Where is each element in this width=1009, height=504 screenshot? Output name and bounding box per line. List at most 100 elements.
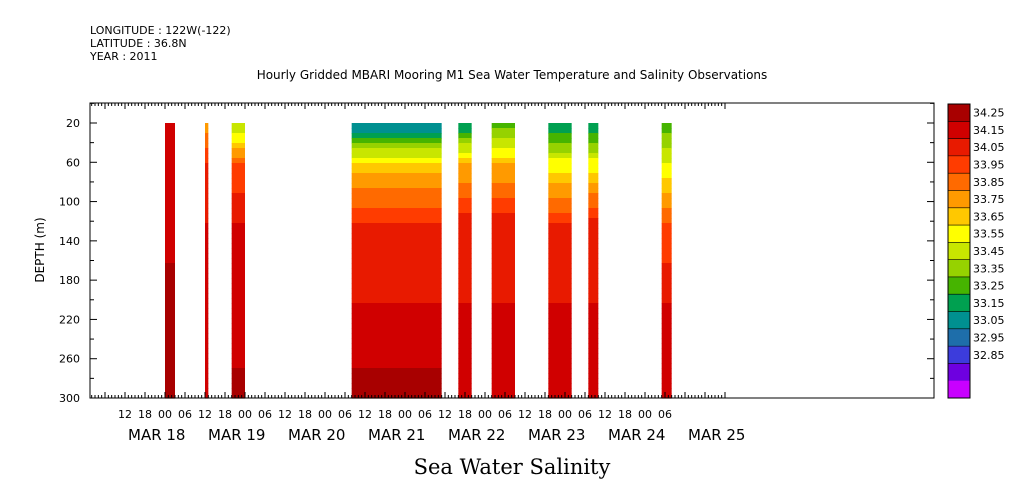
data-cell bbox=[661, 163, 672, 169]
data-cell bbox=[548, 363, 572, 369]
data-cell bbox=[588, 313, 599, 319]
latitude-label: LATITUDE : 36.8N bbox=[90, 37, 187, 50]
data-cell bbox=[351, 173, 442, 179]
data-cell bbox=[458, 123, 472, 129]
data-cell bbox=[351, 123, 442, 129]
data-cell bbox=[205, 393, 209, 399]
data-cell bbox=[231, 178, 245, 184]
data-cell bbox=[231, 333, 245, 339]
data-cell bbox=[491, 188, 515, 194]
data-cell bbox=[458, 318, 472, 324]
data-cell bbox=[491, 138, 515, 144]
data-cell bbox=[491, 133, 515, 139]
data-cell bbox=[351, 153, 442, 159]
data-cell bbox=[491, 293, 515, 299]
data-cell bbox=[548, 373, 572, 379]
data-cell bbox=[458, 178, 472, 184]
data-cell bbox=[165, 138, 175, 144]
x-hour-label: 06 bbox=[338, 408, 352, 421]
data-cell bbox=[661, 363, 672, 369]
data-cell bbox=[548, 198, 572, 204]
x-day-label: MAR 19 bbox=[208, 426, 265, 444]
data-cell bbox=[458, 128, 472, 134]
data-cell bbox=[351, 158, 442, 164]
data-cell bbox=[458, 213, 472, 219]
data-cell bbox=[548, 238, 572, 244]
data-cell bbox=[205, 263, 209, 269]
x-hour-label: 12 bbox=[358, 408, 372, 421]
data-cell bbox=[351, 353, 442, 359]
x-hour-label: 06 bbox=[418, 408, 432, 421]
data-cell bbox=[491, 338, 515, 344]
data-cell bbox=[661, 333, 672, 339]
colorbar-label: 33.15 bbox=[973, 297, 1005, 310]
data-cell bbox=[205, 343, 209, 349]
x-ticks: 12 18 00 06 12 18 00 06 12 18 00 06 12 18 00 06 12 18 00 06… bbox=[91, 103, 745, 444]
colorbar-label: 33.65 bbox=[973, 210, 1005, 223]
data-cell bbox=[458, 248, 472, 254]
data-cell bbox=[351, 283, 442, 289]
data-cell bbox=[661, 278, 672, 284]
data-cell bbox=[165, 228, 175, 234]
data-cell bbox=[588, 248, 599, 254]
data-cell bbox=[165, 343, 175, 349]
data-cell bbox=[458, 288, 472, 294]
data-cell bbox=[661, 328, 672, 334]
colorbar-swatch bbox=[948, 363, 970, 382]
x-hour-label: 18 bbox=[618, 408, 632, 421]
data-cell bbox=[351, 313, 442, 319]
data-cell bbox=[165, 298, 175, 304]
data-cell bbox=[588, 373, 599, 379]
data-cell bbox=[548, 183, 572, 189]
data-cell bbox=[458, 363, 472, 369]
colorbar-label: 33.25 bbox=[973, 280, 1005, 293]
data-cell bbox=[458, 368, 472, 374]
data-cell bbox=[351, 303, 442, 309]
data-cell bbox=[165, 198, 175, 204]
data-cell bbox=[661, 233, 672, 239]
colorbar-label: 32.95 bbox=[973, 331, 1005, 344]
data-cell bbox=[351, 298, 442, 304]
colorbar-label: 32.85 bbox=[973, 349, 1005, 362]
data-cell bbox=[588, 393, 599, 399]
data-cell bbox=[491, 143, 515, 149]
data-block-2 bbox=[231, 123, 245, 399]
data-cell bbox=[205, 133, 209, 139]
data-block-3 bbox=[351, 123, 442, 399]
data-cell bbox=[351, 198, 442, 204]
data-cell bbox=[231, 188, 245, 194]
data-cell bbox=[491, 273, 515, 279]
data-cell bbox=[491, 123, 515, 129]
data-cell bbox=[205, 363, 209, 369]
data-block-4 bbox=[458, 123, 472, 399]
data-cell bbox=[548, 208, 572, 214]
data-cell bbox=[205, 188, 209, 194]
x-hour-label: 06 bbox=[178, 408, 192, 421]
data-cell bbox=[548, 168, 572, 174]
colorbar-swatch bbox=[948, 155, 970, 174]
data-cell bbox=[351, 253, 442, 259]
data-cell bbox=[231, 203, 245, 209]
data-cell bbox=[205, 348, 209, 354]
data-cell bbox=[491, 283, 515, 289]
data-cell bbox=[491, 243, 515, 249]
data-cell bbox=[231, 133, 245, 139]
data-cell bbox=[205, 173, 209, 179]
data-cell bbox=[205, 238, 209, 244]
data-cell bbox=[548, 248, 572, 254]
data-cell bbox=[351, 218, 442, 224]
data-cell bbox=[661, 218, 672, 224]
data-cell bbox=[588, 208, 599, 214]
data-cell bbox=[205, 288, 209, 294]
data-cell bbox=[165, 243, 175, 249]
y-tick-label: 140 bbox=[59, 235, 80, 248]
data-cell bbox=[351, 328, 442, 334]
data-cell bbox=[165, 328, 175, 334]
data-cell bbox=[491, 378, 515, 384]
data-cell bbox=[458, 188, 472, 194]
data-cell bbox=[165, 123, 175, 129]
data-cell bbox=[351, 288, 442, 294]
colorbar-label: 34.15 bbox=[973, 124, 1005, 137]
data-cell bbox=[588, 243, 599, 249]
data-cell bbox=[588, 328, 599, 334]
